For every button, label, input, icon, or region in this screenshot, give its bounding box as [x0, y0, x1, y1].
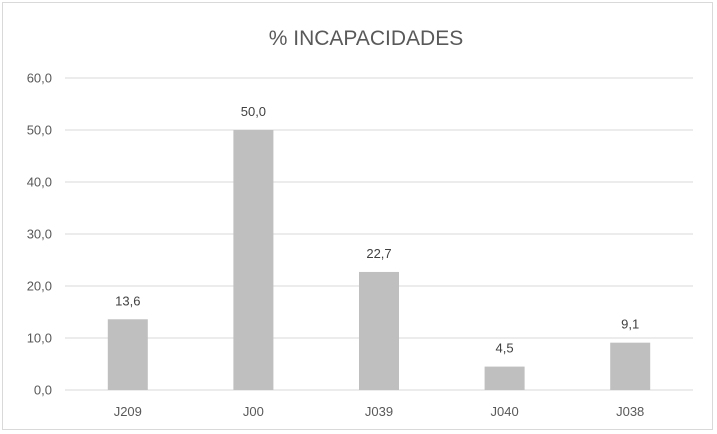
bar-j040 — [484, 366, 525, 390]
x-tick-label: J040 — [490, 404, 518, 419]
bars — [107, 130, 651, 390]
y-tick-label: 30,0 — [27, 227, 52, 242]
y-tick-label: 50,0 — [27, 123, 52, 138]
x-tick-label: J00 — [243, 404, 264, 419]
data-label: 9,1 — [621, 317, 639, 332]
gridlines — [65, 77, 693, 391]
x-tick-label: J039 — [365, 404, 393, 419]
chart-title: % INCAPACIDADES — [269, 27, 464, 50]
data-label: 13,6 — [115, 293, 140, 308]
y-tick-label: 60,0 — [27, 71, 52, 86]
x-axis-ticks: J209 J00 J039 J040 J038 — [114, 404, 645, 419]
y-tick-label: 40,0 — [27, 175, 52, 190]
x-tick-label: J038 — [616, 404, 644, 419]
x-tick-label: J209 — [114, 404, 142, 419]
y-axis-ticks: 0,0 10,0 20,0 30,0 40,0 50,0 60,0 — [27, 71, 52, 398]
bar-j039 — [359, 271, 399, 390]
data-label: 4,5 — [496, 341, 514, 356]
bar-j209 — [107, 319, 148, 390]
bar-j038 — [610, 342, 651, 390]
bar-j00 — [233, 130, 274, 390]
y-tick-label: 0,0 — [34, 383, 52, 398]
y-tick-label: 10,0 — [27, 331, 52, 346]
data-labels: 13,6 50,0 22,7 4,5 9,1 — [115, 104, 639, 356]
data-label: 22,7 — [366, 246, 391, 261]
y-tick-label: 20,0 — [27, 279, 52, 294]
data-label: 50,0 — [241, 104, 266, 119]
